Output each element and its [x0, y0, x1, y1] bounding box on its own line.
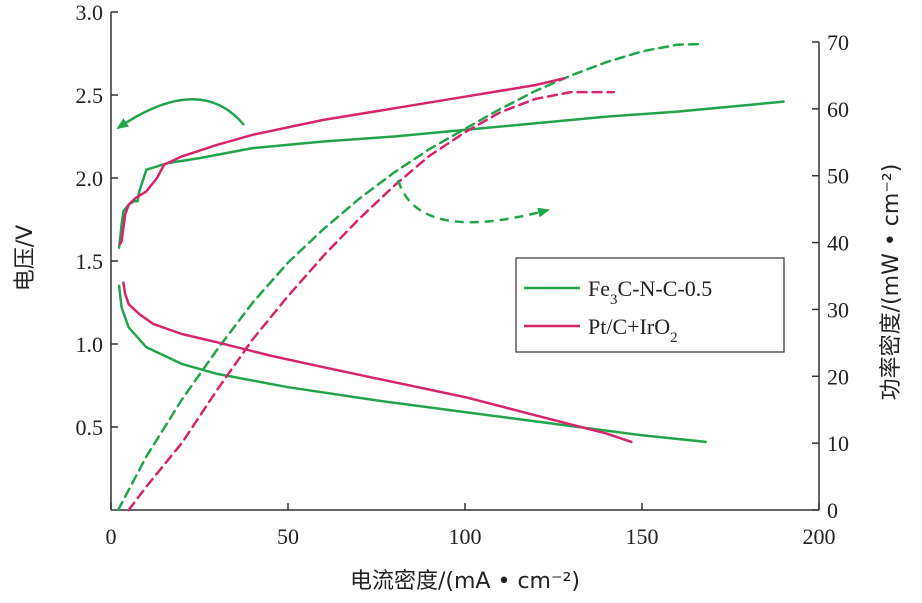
legend: Fe3C-N-C-0.5 Pt/C+IrO2	[515, 257, 785, 353]
right-y-tick-label: 30	[827, 297, 849, 322]
annotation-arrows	[116, 98, 550, 224]
x-tick-label: 150	[626, 524, 659, 549]
legend-box	[515, 257, 785, 353]
left-y-tick-label: 0.5	[76, 415, 104, 440]
right-y-tick-label: 0	[827, 498, 838, 523]
series-charge-line-0	[117, 100, 785, 249]
right-y-tick-label: 50	[827, 164, 849, 189]
series-charge-line-3	[118, 77, 566, 246]
left-y-axis-title: 电压/V	[13, 225, 38, 291]
series-discharge-line-4	[122, 281, 633, 444]
right-y-tick-label: 60	[827, 97, 849, 122]
right-y-tick-label: 10	[827, 431, 849, 456]
right-y-tick-label: 20	[827, 364, 849, 389]
left-y-tick-label: 3.0	[76, 0, 104, 25]
left-y-tick-label: 1.0	[76, 332, 104, 357]
series-discharge-line-1	[117, 284, 707, 444]
x-tick-label: 0	[106, 524, 117, 549]
left-y-tick-label: 1.5	[76, 249, 104, 274]
x-axis-title: 电流密度/(mA • cm⁻²)	[350, 569, 580, 594]
x-tick-label: 50	[277, 524, 299, 549]
x-tick-label: 200	[803, 524, 836, 549]
right-y-tick-label: 40	[827, 231, 849, 256]
right-y-axis-title: 功率密度/(mW • cm⁻²)	[879, 164, 904, 401]
legend-label-ptc: Pt/C+IrO2	[588, 314, 678, 346]
left-y-tick-label: 2.0	[76, 166, 104, 191]
x-tick-label: 100	[449, 524, 482, 549]
x-axis-ticks: 0 50 100 150 200	[106, 503, 836, 549]
left-y-axis-ticks: 0.5 1.0 1.5 2.0 2.5 3.0	[76, 0, 118, 440]
left-axis-arrow	[116, 98, 245, 130]
left-y-tick-label: 2.5	[76, 83, 104, 108]
right-axis-arrow	[396, 179, 550, 224]
series-power-density-line-5	[127, 90, 615, 512]
series-layer	[116, 42, 785, 512]
legend-label-fe3c: Fe3C-N-C-0.5	[588, 276, 712, 308]
right-y-axis-ticks: 0 10 20 30 40 50 60 70	[812, 30, 849, 523]
right-y-tick-label: 70	[827, 30, 849, 55]
